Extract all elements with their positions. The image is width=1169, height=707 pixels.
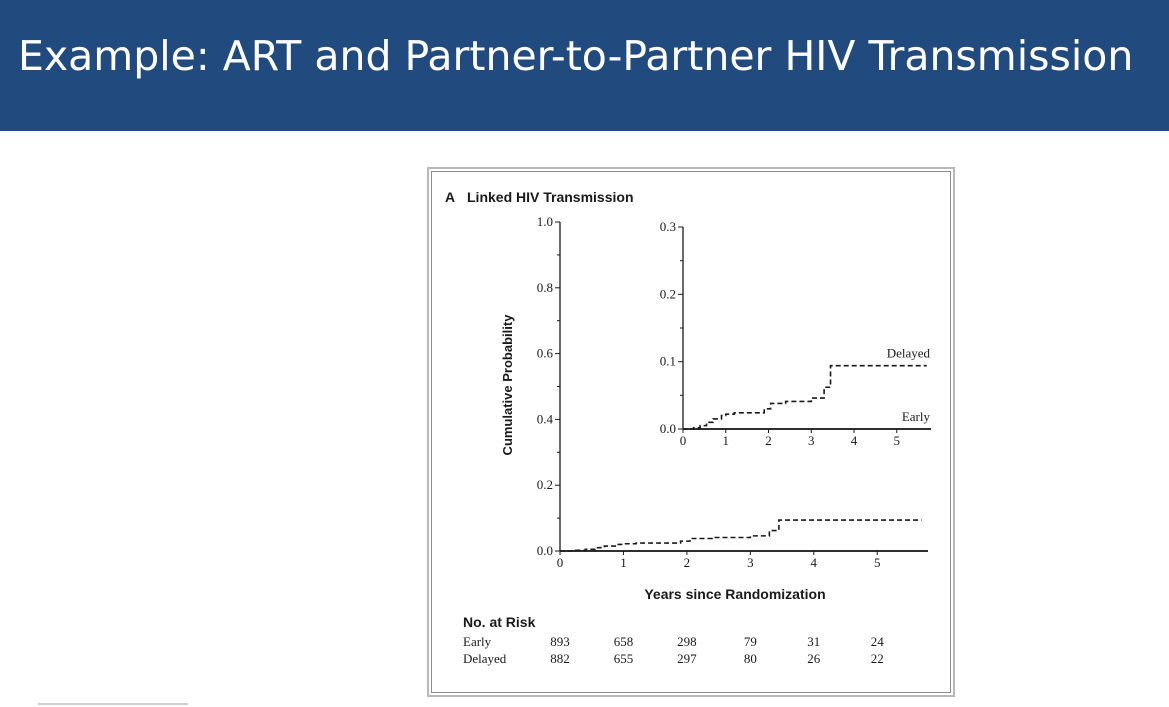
main-series-delayed-line xyxy=(560,519,922,552)
panel-label: A xyxy=(445,189,455,205)
risk-table-cell: 24 xyxy=(871,634,885,649)
chart-title: Linked HIV Transmission xyxy=(467,189,634,205)
inset-y-tick-label: 0.3 xyxy=(660,219,676,234)
risk-table-cell: 655 xyxy=(614,651,634,666)
risk-table-cell: 22 xyxy=(871,651,884,666)
main-x-tick-label: 2 xyxy=(684,555,691,570)
risk-table-cell: 31 xyxy=(807,634,820,649)
risk-table-cell: 26 xyxy=(807,651,821,666)
main-y-tick-label: 0.4 xyxy=(537,411,554,426)
risk-row-label: Delayed xyxy=(463,651,507,666)
main-y-tick-label: 0.0 xyxy=(537,543,553,558)
risk-table: No. at Risk Early 893 658 298 79 31 24 Delayed 8… xyxy=(463,614,884,666)
title-bar: Example: ART and Partner-to-Partner HIV … xyxy=(0,0,1169,131)
inset-x-tick-label: 5 xyxy=(894,433,901,448)
inset-series-label-delayed: Delayed xyxy=(887,346,931,361)
figure-frame xyxy=(427,167,955,697)
inset-x-tick-label: 3 xyxy=(808,433,815,448)
risk-table-cell: 658 xyxy=(614,634,634,649)
risk-table-cell: 297 xyxy=(677,651,697,666)
inset-series-label-early: Early xyxy=(902,409,931,424)
main-y-tick-label: 1.0 xyxy=(537,214,553,229)
main-x-tick-label: 0 xyxy=(557,555,564,570)
main-x-tick-label: 5 xyxy=(874,555,881,570)
main-y-tick-label: 0.6 xyxy=(537,346,554,361)
risk-table-cell: 298 xyxy=(677,634,697,649)
main-plot-series xyxy=(560,519,928,552)
inset-plot-axes: 0.0 0.1 0.2 0.3 0 1 2 3 4 5 xyxy=(660,219,931,448)
main-x-tick-label: 3 xyxy=(747,555,754,570)
main-y-tick-label: 0.2 xyxy=(537,477,553,492)
inset-plot-series: Early Delayed xyxy=(683,346,931,430)
inset-y-tick-label: 0.2 xyxy=(660,286,676,301)
figure-header: A Linked HIV Transmission xyxy=(445,189,634,205)
x-axis-title: Years since Randomization xyxy=(644,586,825,602)
risk-row-label: Early xyxy=(463,634,492,649)
inset-y-tick-label: 0.1 xyxy=(660,354,676,369)
footer-divider xyxy=(38,703,188,705)
risk-table-cell: 79 xyxy=(744,634,757,649)
inset-x-tick-label: 1 xyxy=(723,433,730,448)
y-axis-title: Cumulative Probability xyxy=(500,314,515,456)
slide-title: Example: ART and Partner-to-Partner HIV … xyxy=(18,32,1134,80)
main-y-tick-label: 0.8 xyxy=(537,280,553,295)
risk-table-title: No. at Risk xyxy=(463,614,536,630)
kaplan-meier-figure: A Linked HIV Transmission 0.00.20.40.60.… xyxy=(445,189,931,666)
risk-table-cell: 882 xyxy=(550,651,570,666)
main-x-tick-label: 4 xyxy=(811,555,818,570)
main-plot-axes: 0.0 0.2 0.4 0.6 0.8 1.0 0 1 2 3 4 5 xyxy=(537,214,928,570)
inset-x-tick-label: 4 xyxy=(851,433,858,448)
risk-table-cell: 80 xyxy=(744,651,757,666)
risk-table-cell: 893 xyxy=(550,634,570,649)
inset-y-tick-label: 0.0 xyxy=(660,421,676,436)
inset-x-tick-label: 2 xyxy=(765,433,772,448)
axis-titles: Years since Randomization Cumulative Pro… xyxy=(500,314,826,602)
inset-x-tick-label: 0 xyxy=(680,433,687,448)
main-x-tick-label: 1 xyxy=(620,555,627,570)
inset-series-delayed-line xyxy=(683,364,927,430)
